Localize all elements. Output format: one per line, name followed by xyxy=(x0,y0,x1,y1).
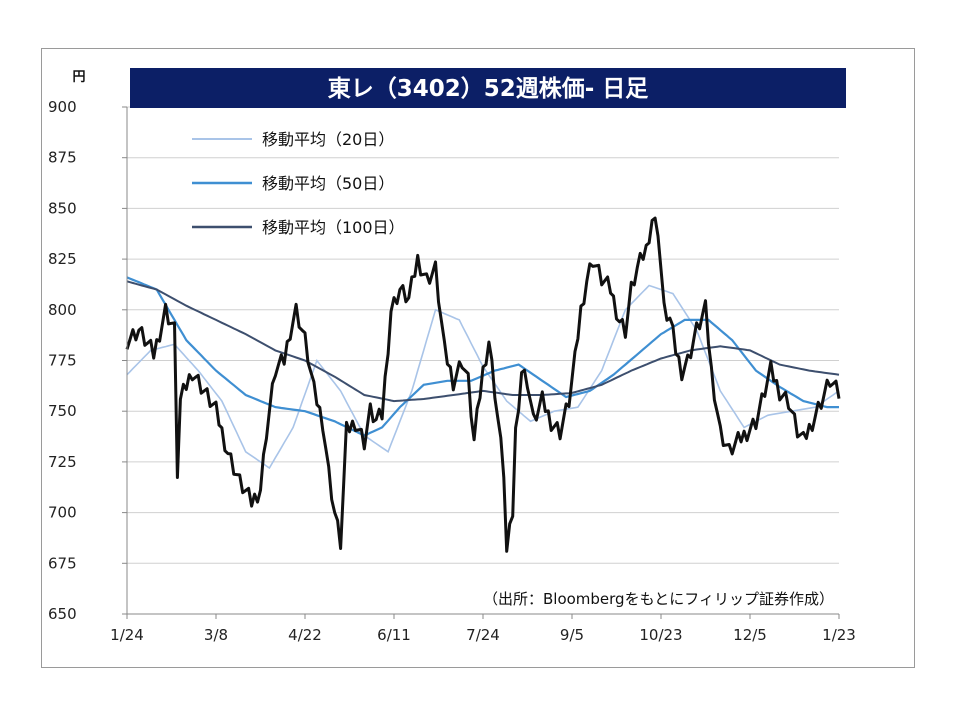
gridlines xyxy=(127,106,839,564)
title-banner xyxy=(130,68,846,108)
legend: 移動平均（20日） 移動平均（50日） 移動平均（100日） xyxy=(192,130,405,237)
y-tick-label: 850 xyxy=(48,199,77,217)
x-tick-label: 1/24 xyxy=(110,626,144,644)
plot-area xyxy=(125,216,841,553)
y-tick-label: 775 xyxy=(48,352,77,370)
x-tick-label: 10/23 xyxy=(639,626,682,644)
ma100-line xyxy=(126,280,840,403)
legend-label: 移動平均（100日） xyxy=(262,218,405,237)
y-tick-label: 750 xyxy=(48,402,77,420)
x-tick-label: 4/22 xyxy=(288,626,322,644)
x-tick-label: 7/24 xyxy=(466,626,500,644)
x-tick-label: 6/11 xyxy=(377,626,411,644)
x-tick-label: 9/5 xyxy=(560,626,584,644)
y-tick-label: 650 xyxy=(48,605,77,623)
price-line xyxy=(125,216,841,553)
y-tick-label: 900 xyxy=(48,98,77,116)
y-tick-label: 825 xyxy=(48,250,77,268)
chart-title: 東レ（3402）52週株価- 日足 xyxy=(328,75,649,102)
y-tick-label: 700 xyxy=(48,504,77,522)
y-tick-label: 675 xyxy=(48,554,77,572)
source-note: （出所：Bloombergをもとにフィリップ証券作成） xyxy=(483,590,834,608)
y-tick-label: 875 xyxy=(48,149,77,167)
ma50-line xyxy=(126,276,839,437)
x-axis: 1/24 3/8 4/22 6/11 7/24 9/5 10/23 12/5 1/23 xyxy=(110,614,856,644)
chart-frame: 東レ（3402）52週株価- 日足 円 650 675 700 725 750 775 80… xyxy=(41,48,915,668)
y-tick-label: 800 xyxy=(48,301,77,319)
x-tick-label: 12/5 xyxy=(733,626,767,644)
legend-label: 移動平均（20日） xyxy=(262,130,394,149)
legend-label: 移動平均（50日） xyxy=(262,174,394,193)
x-tick-label: 3/8 xyxy=(204,626,228,644)
unit-label: 円 xyxy=(72,70,85,85)
y-tick-label: 725 xyxy=(48,453,77,471)
stock-price-chart: 東レ（3402）52週株価- 日足 円 650 675 700 725 750 775 80… xyxy=(48,68,856,644)
x-tick-label: 1/23 xyxy=(822,626,856,644)
y-axis: 650 675 700 725 750 775 800 825 850 875 900 xyxy=(48,98,127,623)
